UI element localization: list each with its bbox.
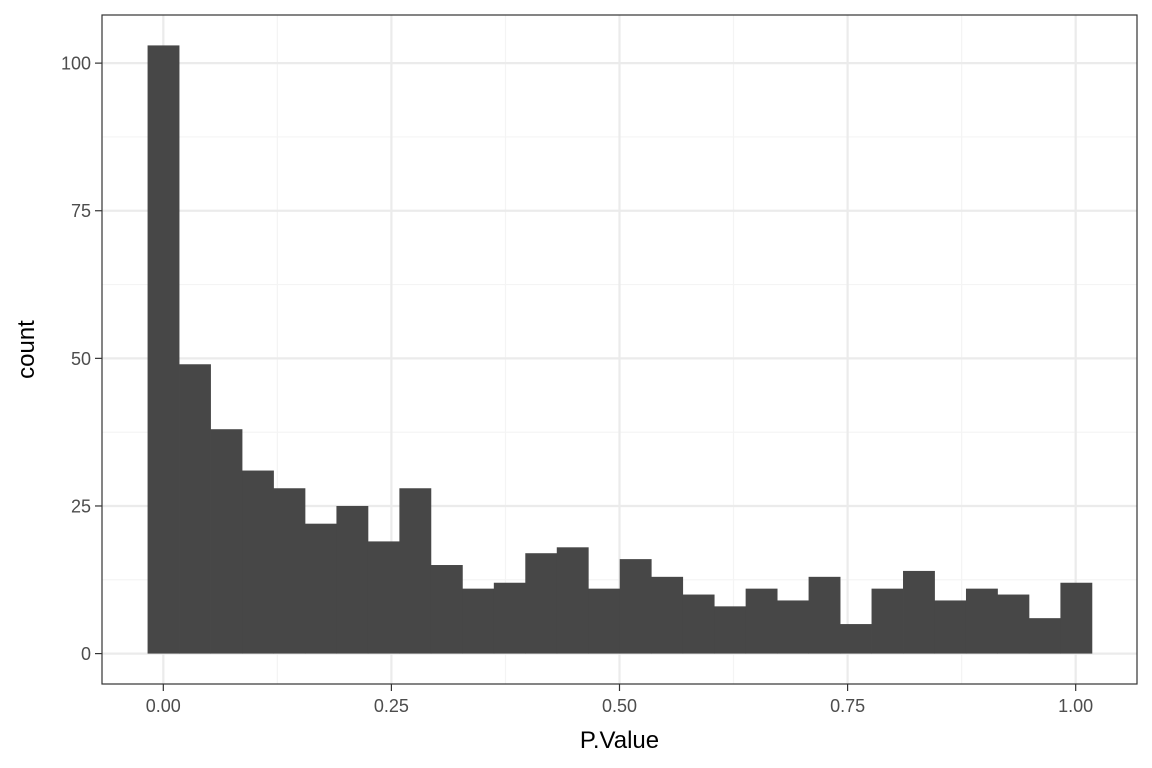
histogram-bar: [997, 594, 1030, 654]
x-tick-label: 1.00: [1058, 696, 1093, 716]
histogram-bar: [1028, 618, 1061, 654]
y-axis-title: count: [13, 320, 40, 379]
histogram-bar: [619, 559, 652, 654]
histogram-bars: [147, 45, 1093, 654]
histogram-bar: [525, 553, 558, 654]
histogram-bar: [273, 488, 306, 654]
x-axis: 0.00 0.25 0.50 0.75 1.00: [146, 684, 1093, 716]
histogram-bar: [651, 576, 684, 654]
histogram-bar: [430, 565, 463, 654]
histogram-bar: [934, 600, 967, 654]
histogram-bar: [462, 588, 495, 654]
histogram-bar: [588, 588, 621, 654]
histogram-bar: [147, 45, 180, 654]
histogram-bar: [210, 429, 243, 654]
x-tick-label: 0.50: [602, 696, 637, 716]
histogram-bar: [399, 488, 432, 654]
histogram-bar: [840, 624, 872, 654]
histogram-bar: [367, 541, 400, 654]
histogram-bar: [242, 470, 274, 654]
histogram-bar: [965, 588, 998, 654]
histogram-bar: [556, 547, 589, 654]
histogram-bar: [808, 576, 841, 654]
histogram-bar: [493, 582, 526, 654]
histogram-bar: [1060, 582, 1093, 654]
y-tick-label: 0: [81, 644, 91, 664]
y-tick-label: 75: [71, 201, 91, 221]
y-tick-label: 50: [71, 349, 91, 369]
histogram-bar: [903, 570, 935, 654]
histogram-bar: [871, 588, 904, 654]
histogram-bar: [682, 594, 715, 654]
x-axis-title: P.Value: [580, 727, 659, 754]
histogram-bar: [304, 523, 337, 654]
histogram-bar: [179, 364, 211, 654]
x-tick-label: 0.00: [146, 696, 181, 716]
y-tick-label: 100: [61, 54, 91, 74]
y-axis: 0 25 50 75 100: [61, 54, 102, 664]
histogram-bar: [777, 600, 809, 654]
histogram-bar: [714, 606, 747, 654]
x-tick-label: 0.75: [830, 696, 865, 716]
x-tick-label: 0.25: [374, 696, 409, 716]
histogram-bar: [336, 505, 369, 654]
y-tick-label: 25: [71, 496, 91, 516]
histogram-bar: [745, 588, 778, 654]
